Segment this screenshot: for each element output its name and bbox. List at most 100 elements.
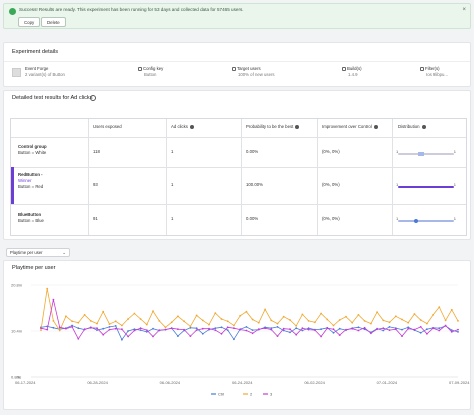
data-point — [307, 320, 310, 322]
data-point — [114, 325, 117, 327]
row-divider — [11, 167, 466, 168]
winner-label: Winner — [18, 178, 32, 183]
clicks-cell: 1 — [171, 182, 174, 187]
data-point — [189, 335, 192, 337]
data-point — [320, 335, 322, 338]
data-point — [332, 328, 335, 331]
data-point — [177, 328, 179, 331]
data-point — [102, 327, 105, 330]
data-point — [264, 308, 266, 311]
data-point — [450, 308, 453, 311]
data-point — [444, 319, 447, 322]
variant-sub: Button = White — [18, 150, 47, 155]
data-point — [133, 312, 136, 315]
data-point — [189, 326, 192, 329]
data-point — [245, 310, 248, 313]
prob-cell: 100.00% — [246, 182, 263, 187]
details-filters-value: Ios 9libpu... — [426, 72, 448, 77]
data-point — [114, 327, 117, 330]
improve-cell: (0%, 0%) — [322, 216, 340, 221]
data-point — [114, 320, 117, 323]
data-point — [295, 325, 298, 327]
col-divider — [241, 119, 242, 235]
dist-low: 1 — [396, 182, 399, 187]
header-ad-clicks: Ad clicks — [171, 124, 194, 129]
dist-low: 1 — [396, 216, 399, 221]
data-point — [251, 329, 254, 331]
data-point — [239, 328, 242, 331]
data-point — [432, 314, 434, 316]
data-point — [376, 328, 378, 331]
details-target-label: Target users — [237, 66, 261, 71]
data-point — [233, 324, 235, 327]
details-builds-value: 1.4.9 — [348, 72, 358, 77]
info-icon[interactable] — [373, 124, 378, 129]
metric-select-value: Playtime per user — [10, 250, 43, 255]
data-point — [245, 329, 248, 332]
data-point — [301, 327, 304, 330]
data-point — [407, 326, 410, 329]
data-point — [270, 319, 273, 322]
prob-cell: 0.00% — [246, 149, 259, 154]
info-icon[interactable] — [421, 124, 426, 129]
data-point — [108, 326, 111, 328]
data-point — [189, 325, 192, 328]
close-icon[interactable]: × — [462, 7, 466, 13]
variant-sub: Button = Red — [18, 184, 44, 189]
data-point — [289, 319, 291, 321]
data-point — [214, 327, 217, 330]
series-line — [40, 288, 459, 332]
data-point — [363, 326, 366, 329]
data-point — [388, 326, 391, 328]
copy-button[interactable]: Copy — [18, 17, 41, 27]
data-point — [276, 322, 279, 325]
data-point — [457, 320, 459, 322]
header-probability-label: Probability to be the best — [246, 124, 294, 129]
data-point — [338, 319, 341, 321]
data-point — [426, 328, 428, 331]
data-point — [382, 327, 385, 330]
data-point — [177, 335, 179, 337]
data-point — [77, 327, 80, 330]
data-point — [388, 329, 391, 331]
details-event-label: Event Forge — [25, 66, 49, 71]
info-icon[interactable] — [295, 124, 300, 129]
data-point — [295, 327, 298, 330]
data-point — [89, 326, 92, 329]
check-circle-icon — [9, 8, 16, 15]
data-point — [401, 328, 403, 331]
header-users-exposed: Users exposed — [93, 124, 122, 129]
data-point — [46, 287, 49, 290]
data-point — [438, 327, 441, 330]
key-icon — [138, 66, 142, 71]
data-point — [40, 327, 42, 330]
details-builds-label: Build(s) — [347, 66, 362, 71]
details-target-value: 100% of new users — [238, 72, 275, 77]
help-icon[interactable] — [90, 95, 96, 101]
data-point — [438, 329, 441, 332]
data-point — [127, 335, 129, 338]
row-divider — [11, 204, 466, 205]
data-point — [457, 328, 459, 331]
header-probability: Probability to be the best — [246, 124, 300, 129]
data-point — [257, 328, 260, 331]
delete-button[interactable]: Delete — [41, 17, 66, 27]
data-point — [338, 327, 341, 330]
info-icon[interactable] — [189, 124, 194, 129]
data-point — [419, 319, 422, 321]
metric-select[interactable]: Playtime per user ⌄ — [6, 248, 70, 257]
users-cell: 118 — [93, 149, 100, 154]
data-point — [351, 327, 354, 330]
experiment-details-panel: Experiment details — [3, 42, 471, 87]
data-point — [357, 326, 360, 329]
data-point — [326, 327, 329, 330]
data-point — [164, 328, 167, 331]
data-point — [77, 337, 80, 340]
data-point — [345, 328, 347, 331]
data-point — [320, 312, 322, 315]
data-point — [245, 326, 248, 328]
data-point — [170, 321, 173, 324]
details-filters-label: Filter(s) — [425, 66, 440, 71]
col-divider — [392, 119, 393, 235]
